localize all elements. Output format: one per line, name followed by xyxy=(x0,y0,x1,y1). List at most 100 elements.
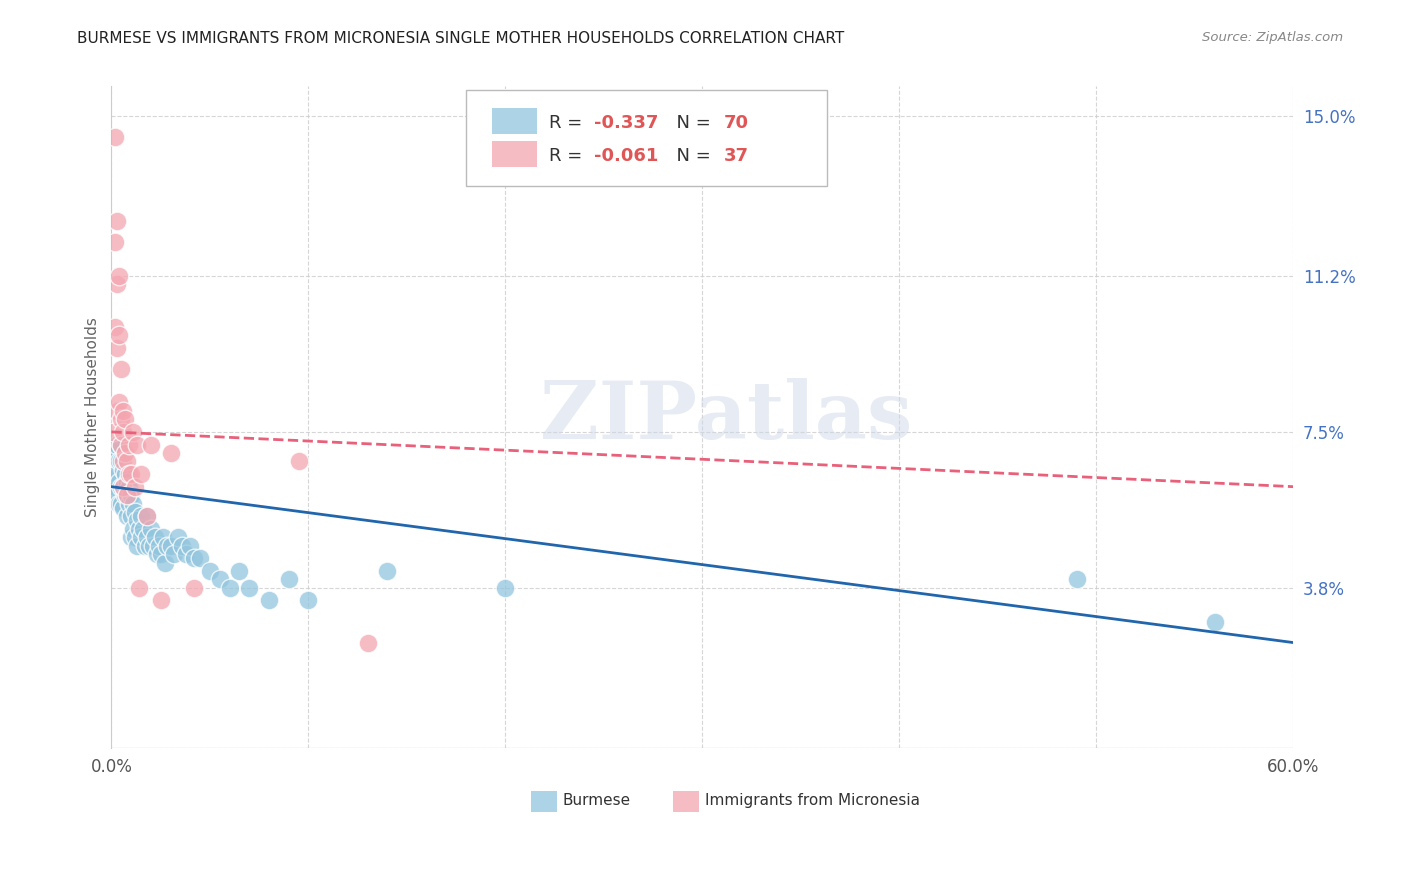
Point xyxy=(110,412,132,426)
Point xyxy=(122,496,145,510)
Point xyxy=(152,530,174,544)
Text: R =: R = xyxy=(548,147,588,165)
Point xyxy=(356,635,378,649)
Point xyxy=(105,404,128,418)
Point xyxy=(108,454,131,468)
Point xyxy=(112,500,135,515)
Point xyxy=(112,480,135,494)
Point xyxy=(115,454,138,468)
Point xyxy=(105,214,128,228)
Point xyxy=(228,564,250,578)
Point xyxy=(174,547,197,561)
Point xyxy=(124,480,146,494)
Bar xyxy=(492,141,537,167)
Text: 70: 70 xyxy=(724,114,748,132)
Point xyxy=(105,341,128,355)
Text: -0.061: -0.061 xyxy=(593,147,658,165)
Point xyxy=(104,454,127,468)
Point xyxy=(112,404,135,418)
Text: 37: 37 xyxy=(724,147,748,165)
Point xyxy=(183,581,205,595)
Point xyxy=(163,547,186,561)
Point xyxy=(153,556,176,570)
Text: Immigrants from Micronesia: Immigrants from Micronesia xyxy=(704,793,920,808)
Point xyxy=(118,480,141,494)
Point xyxy=(238,581,260,595)
Point xyxy=(110,496,132,510)
Point xyxy=(134,539,156,553)
Point xyxy=(143,530,166,544)
Point xyxy=(114,467,136,481)
Point xyxy=(120,530,142,544)
Point xyxy=(159,446,181,460)
Point xyxy=(108,268,131,283)
Point xyxy=(124,530,146,544)
Point xyxy=(208,573,231,587)
Point xyxy=(108,328,131,343)
Point xyxy=(115,509,138,524)
Bar xyxy=(531,791,557,812)
Point xyxy=(129,509,152,524)
Point xyxy=(104,130,127,145)
Point xyxy=(112,454,135,468)
Point xyxy=(110,454,132,468)
Point xyxy=(183,551,205,566)
Point xyxy=(105,277,128,292)
Point xyxy=(105,467,128,481)
Point xyxy=(287,454,309,468)
FancyBboxPatch shape xyxy=(465,90,827,186)
Point xyxy=(198,564,221,578)
Point xyxy=(159,539,181,553)
Y-axis label: Single Mother Households: Single Mother Households xyxy=(86,318,100,517)
Text: Source: ZipAtlas.com: Source: ZipAtlas.com xyxy=(1202,31,1343,45)
Text: N =: N = xyxy=(665,147,716,165)
Point xyxy=(105,437,128,451)
Point xyxy=(172,539,194,553)
Point xyxy=(139,437,162,451)
Point xyxy=(494,581,516,595)
Point xyxy=(110,437,132,451)
Point xyxy=(125,539,148,553)
Point xyxy=(112,480,135,494)
Point xyxy=(105,446,128,460)
Point xyxy=(135,509,157,524)
Point xyxy=(103,425,125,439)
Point xyxy=(115,488,138,502)
Point xyxy=(104,319,127,334)
Point xyxy=(138,539,160,553)
Point xyxy=(129,467,152,481)
Point xyxy=(105,488,128,502)
Point xyxy=(257,593,280,607)
Point xyxy=(135,509,157,524)
Point xyxy=(115,475,138,490)
Point xyxy=(188,551,211,566)
Point xyxy=(114,446,136,460)
Text: R =: R = xyxy=(548,114,588,132)
Point xyxy=(104,480,127,494)
Point xyxy=(120,467,142,481)
Point xyxy=(124,505,146,519)
Text: Burmese: Burmese xyxy=(562,793,631,808)
Bar xyxy=(673,791,699,812)
Point xyxy=(129,530,152,544)
Point xyxy=(108,475,131,490)
Point xyxy=(118,467,141,481)
Point xyxy=(142,539,165,553)
Point xyxy=(218,581,240,595)
Point xyxy=(149,593,172,607)
Point xyxy=(108,496,131,510)
Point xyxy=(128,522,150,536)
Point xyxy=(110,480,132,494)
Text: N =: N = xyxy=(665,114,716,132)
Point xyxy=(149,547,172,561)
Text: ZIPatlas: ZIPatlas xyxy=(540,378,912,456)
Point xyxy=(112,463,135,477)
Bar xyxy=(492,108,537,134)
Point xyxy=(128,581,150,595)
Point xyxy=(120,509,142,524)
Point xyxy=(122,425,145,439)
Point xyxy=(114,412,136,426)
Point xyxy=(277,573,299,587)
Point xyxy=(104,235,127,250)
Point xyxy=(125,437,148,451)
